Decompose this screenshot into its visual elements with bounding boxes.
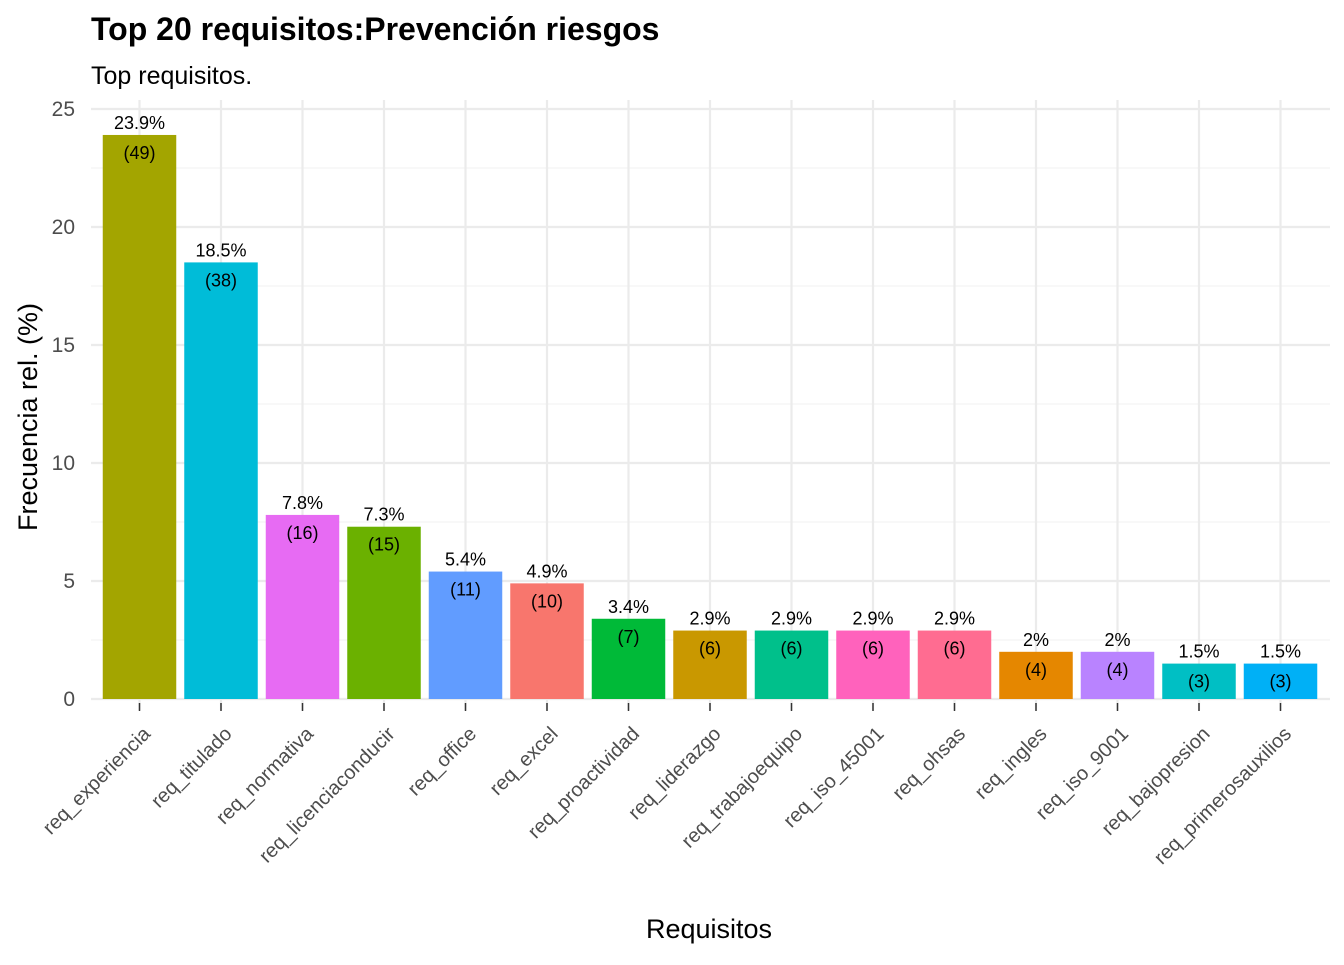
- x-axis-title: Requisitos: [646, 914, 772, 944]
- y-tick-label: 20: [52, 216, 75, 239]
- bar-percent-label: 2.9%: [689, 609, 730, 629]
- bar: [917, 630, 992, 699]
- bar-count-label: (38): [205, 270, 237, 290]
- bar-percent-label: 7.8%: [282, 493, 323, 513]
- bar: [510, 583, 584, 699]
- bar: [1243, 663, 1318, 699]
- bar-count-label: (49): [123, 143, 155, 163]
- bar-count-label: (10): [531, 591, 563, 611]
- bar-percent-label: 1.5%: [1260, 642, 1301, 662]
- x-tick-label: req_licenciaconducir: [255, 723, 400, 868]
- bar-percent-label: 23.9%: [114, 113, 165, 133]
- x-tick-label: req_excel: [486, 723, 563, 800]
- y-tick-label: 5: [63, 570, 75, 593]
- bar: [999, 651, 1073, 699]
- bar-count-label: (6): [862, 639, 884, 659]
- bar-percent-label: 3.4%: [608, 597, 649, 617]
- chart-subtitle: Top requisitos.: [91, 62, 252, 90]
- bar: [102, 134, 177, 699]
- x-tick-label: req_ohsas: [888, 723, 970, 805]
- bar: [754, 630, 829, 699]
- bar-percent-label: 2%: [1104, 630, 1130, 650]
- bar: [591, 618, 666, 699]
- y-tick-label: 0: [63, 688, 75, 711]
- bar-percent-label: 4.9%: [526, 561, 567, 581]
- bars-group: [102, 134, 1318, 699]
- bar-count-label: (6): [699, 639, 721, 659]
- y-tick-label: 25: [52, 98, 75, 121]
- bar-count-label: (6): [944, 639, 966, 659]
- x-tick-label: req_titulado: [147, 723, 236, 812]
- bar: [1080, 651, 1155, 699]
- bar-count-label: (16): [286, 523, 318, 543]
- bar-count-label: (3): [1188, 672, 1210, 692]
- bar-percent-label: 2.9%: [771, 609, 812, 629]
- bar-count-label: (6): [781, 639, 803, 659]
- y-axis: 0 5 10 15 20 25: [52, 98, 75, 711]
- y-tick-label: 15: [52, 334, 75, 357]
- bar-count-label: (4): [1025, 660, 1047, 680]
- y-axis-title: Frecuencia rel. (%): [13, 303, 43, 531]
- bar-count-label: (4): [1107, 660, 1129, 680]
- bar: [265, 514, 340, 699]
- bar-count-label: (7): [618, 627, 640, 647]
- bar: [836, 630, 910, 699]
- bar: [347, 526, 421, 699]
- chart-title: Top 20 requisitos:Prevención riesgos: [91, 11, 659, 47]
- x-tick-label: req_ingles: [971, 723, 1052, 804]
- bar-percent-label: 1.5%: [1178, 642, 1219, 662]
- y-tick-label: 10: [52, 452, 75, 475]
- x-tick-label: req_experiencia: [39, 722, 156, 839]
- bar-percent-label: 2.9%: [934, 609, 975, 629]
- bar: [1162, 663, 1236, 699]
- bar-percent-label: 2.9%: [852, 609, 893, 629]
- bar-percent-label: 7.3%: [363, 505, 404, 525]
- bar-count-label: (11): [450, 580, 481, 600]
- bar: [184, 262, 258, 699]
- bar-count-label: (3): [1270, 672, 1292, 692]
- bar: [673, 630, 747, 699]
- bar-percent-label: 2%: [1023, 630, 1049, 650]
- bar-count-label: (15): [368, 535, 400, 555]
- x-tick-label: req_primerosauxilios: [1150, 723, 1296, 869]
- data-labels: 23.9% (49) 18.5% (38) 7.8% (16) 7.3% (15) 5.4% (1…: [114, 113, 1301, 692]
- x-axis: req_experienciareq_tituladoreq_normativa…: [39, 703, 1296, 869]
- bar-percent-label: 5.4%: [445, 550, 486, 570]
- bar-percent-label: 18.5%: [195, 240, 246, 260]
- x-tick-label: req_office: [404, 723, 481, 800]
- bar: [428, 571, 503, 699]
